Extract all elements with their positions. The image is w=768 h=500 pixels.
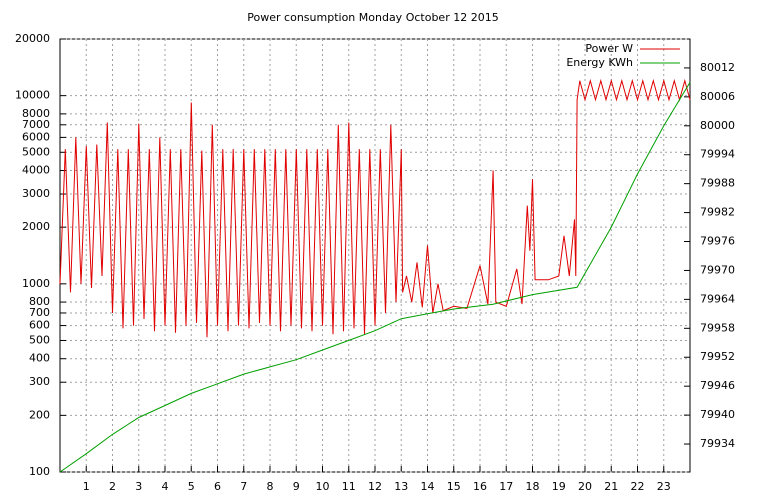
x-tick-label: 11	[342, 480, 356, 493]
y2-tick-label: 79940	[700, 408, 735, 421]
y-tick-label: 10000	[15, 89, 50, 102]
y2-tick-label: 79952	[700, 350, 735, 363]
x-tick-label: 8	[267, 480, 274, 493]
series-line	[59, 82, 691, 473]
y-tick-label: 200	[29, 408, 50, 421]
y-tick-label: 2000	[22, 220, 50, 233]
x-tick-label: 12	[368, 480, 382, 493]
x-tick-label: 22	[631, 480, 645, 493]
x-tick-label: 16	[473, 480, 487, 493]
y2-tick-label: 79946	[700, 379, 735, 392]
y-tick-label: 8000	[22, 107, 50, 120]
y-tick-label: 100	[29, 465, 50, 478]
y-tick-label: 5000	[22, 145, 50, 158]
x-tick-label: 18	[526, 480, 540, 493]
x-tick-label: 2	[109, 480, 116, 493]
x-tick-label: 3	[135, 480, 142, 493]
y-tick-label: 1000	[22, 277, 50, 290]
y-tick-label: 20000	[15, 32, 50, 45]
x-tick-label: 7	[240, 480, 247, 493]
x-tick-label: 20	[578, 480, 592, 493]
y-tick-label: 300	[29, 375, 50, 388]
x-tick-label: 5	[188, 480, 195, 493]
y2-tick-label: 80012	[700, 61, 735, 74]
x-tick-label: 10	[316, 480, 330, 493]
y-tick-label: 6000	[22, 130, 50, 143]
x-tick-label: 17	[499, 480, 513, 493]
y-tick-label: 7000	[22, 118, 50, 131]
legend-label: Power W	[585, 42, 633, 55]
y2-tick-label: 80006	[700, 90, 735, 103]
y-tick-label: 500	[29, 333, 50, 346]
y2-tick-label: 79970	[700, 263, 735, 276]
y-tick-label: 3000	[22, 187, 50, 200]
x-tick-label: 14	[421, 480, 435, 493]
x-tick-label: 23	[657, 480, 671, 493]
x-tick-label: 6	[214, 480, 221, 493]
x-tick-label: 15	[447, 480, 461, 493]
x-tick-label: 19	[552, 480, 566, 493]
y2-tick-label: 79958	[700, 321, 735, 334]
y2-tick-label: 79976	[700, 235, 735, 248]
y2-tick-label: 79994	[700, 148, 735, 161]
x-tick-label: 4	[162, 480, 169, 493]
y2-tick-label: 79988	[700, 177, 735, 190]
y2-tick-label: 79982	[700, 206, 735, 219]
chart-title: Power consumption Monday October 12 2015	[247, 11, 498, 24]
x-tick-label: 21	[604, 480, 618, 493]
y-tick-label: 700	[29, 306, 50, 319]
y2-tick-label: 79964	[700, 292, 735, 305]
x-tick-label: 13	[394, 480, 408, 493]
y2-tick-label: 80000	[700, 119, 735, 132]
y-tick-label: 4000	[22, 164, 50, 177]
x-tick-label: 9	[293, 480, 300, 493]
legend-label: Energy KWh	[566, 56, 633, 69]
y-tick-label: 800	[29, 295, 50, 308]
y-tick-label: 600	[29, 319, 50, 332]
y-tick-label: 400	[29, 352, 50, 365]
x-tick-label: 1	[83, 480, 90, 493]
y2-tick-label: 79934	[700, 437, 735, 450]
